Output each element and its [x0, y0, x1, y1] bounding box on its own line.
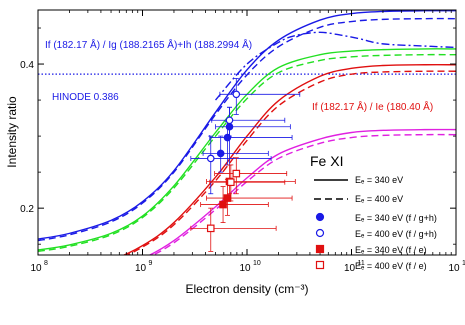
data-point-circle	[216, 149, 225, 158]
legend-entry-label: Eₑ = 400 eV (f / g+h)	[355, 229, 437, 239]
legend-entry-label: Eₑ = 400 eV	[355, 194, 403, 204]
legend-marker-circle	[315, 212, 325, 222]
legend-title: Fe XI	[310, 153, 343, 169]
y-tick-label: 0.2	[20, 204, 34, 215]
data-point-square	[206, 224, 215, 233]
x-tick-label: 10	[344, 263, 356, 274]
data-point-square	[219, 200, 227, 209]
data-point-circle	[206, 154, 215, 163]
data-point-circle	[232, 90, 241, 99]
x-axis-label: Electron density (cm⁻³)	[185, 282, 308, 296]
legend-marker-square	[315, 244, 325, 254]
reference-line-label: HINODE 0.386	[52, 92, 119, 103]
legend-marker-circle	[315, 228, 325, 238]
series-line-green-dashed	[38, 53, 456, 253]
y-tick-label: 0.4	[20, 60, 34, 71]
x-tick-exponent: 9	[149, 260, 153, 267]
series-line-blue-dashed	[38, 17, 456, 242]
x-tick-exponent: 12	[462, 260, 465, 267]
x-tick-label: 10	[239, 263, 251, 274]
legend: Fe XI Eₑ = 340 eV Eₑ = 400 eV Eₑ = 340 eV (…	[310, 153, 437, 271]
y-axis-label: Intensity ratio	[5, 96, 19, 168]
data-point-square	[232, 169, 241, 178]
x-tick-label: 10	[30, 263, 42, 274]
series-line-red-solid	[122, 64, 456, 255]
series-line-blue-dashdot	[215, 31, 456, 101]
x-tick-label: 10	[135, 263, 147, 274]
x-tick-exponent: 10	[253, 260, 261, 267]
series-line-red-dashed	[125, 70, 456, 255]
plot-area	[38, 10, 456, 255]
x-tick-exponent: 11	[358, 260, 365, 267]
blue-ratio-annotation: If (182.17 Å) / Ig (188.2165 Å)+Ih (188.…	[45, 38, 252, 51]
series-line-magenta-solid	[148, 128, 456, 255]
legend-entry-label: Eₑ = 340 eV (f / g+h)	[355, 213, 437, 223]
red-ratio-annotation: If (182.17 Å) / Ie (180.40 Å)	[312, 100, 433, 113]
data-point-circle	[225, 116, 234, 125]
legend-entry-label: Eₑ = 340 eV	[355, 175, 403, 185]
legend-entry-label: Eₑ = 340 eV (f / e)	[355, 245, 427, 255]
x-tick-exponent: 8	[44, 260, 48, 267]
data-point-square	[223, 194, 232, 202]
x-tick-label: 10	[448, 263, 460, 274]
series-line-magenta-dashed	[151, 133, 456, 255]
legend-entry-label: Eₑ = 400 eV (f / e)	[355, 261, 427, 271]
data-point-square	[227, 178, 235, 187]
axes: 1081091010101110120.20.4	[20, 10, 465, 274]
legend-marker-square	[315, 260, 325, 270]
